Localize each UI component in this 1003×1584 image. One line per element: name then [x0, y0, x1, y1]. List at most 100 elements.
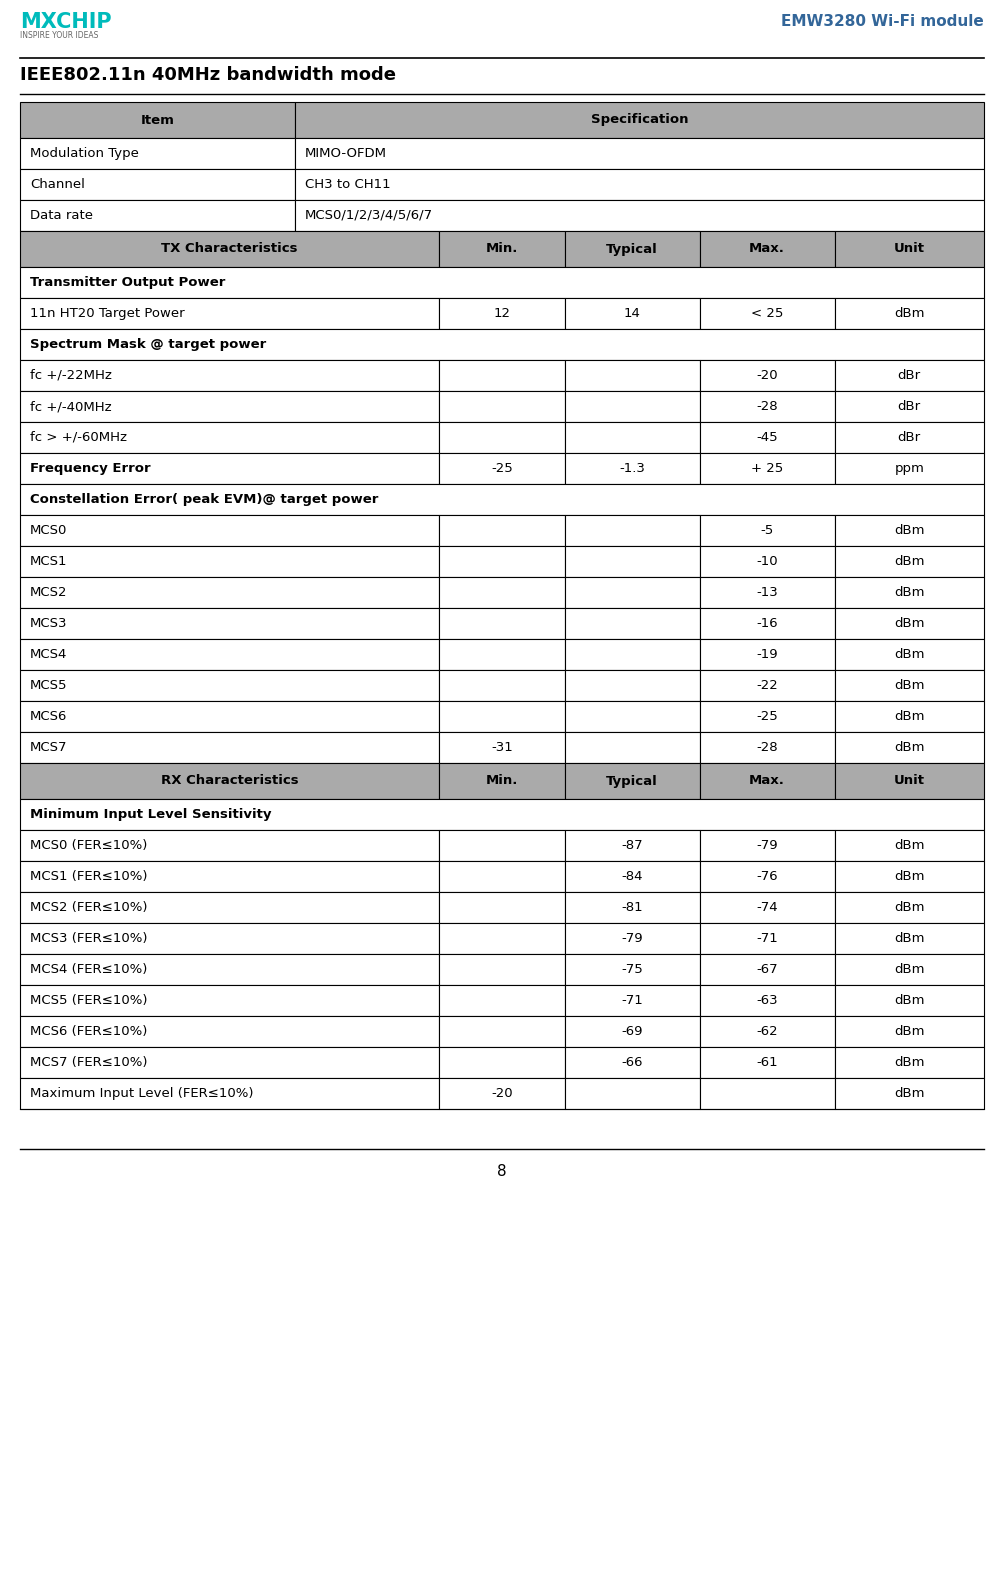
Text: -84: -84 [621, 870, 642, 882]
Text: -71: -71 [621, 995, 642, 1007]
Text: dBm: dBm [893, 840, 924, 852]
Text: MCS0 (FER≤10%): MCS0 (FER≤10%) [30, 840, 147, 852]
Text: dBm: dBm [893, 524, 924, 537]
Text: dBm: dBm [893, 1025, 924, 1038]
Text: 8: 8 [496, 1164, 507, 1178]
Text: MCS7: MCS7 [30, 741, 67, 754]
Bar [564, 421, 699, 453]
Bar [833, 298, 983, 329]
Text: < 25: < 25 [750, 307, 782, 320]
Text: Min.: Min. [485, 775, 518, 787]
Text: 12: 12 [493, 307, 510, 320]
Bar [295, 138, 983, 169]
Bar [564, 862, 699, 892]
Bar [699, 638, 833, 670]
Text: 14: 14 [623, 307, 640, 320]
Text: dBm: dBm [893, 648, 924, 661]
Bar [20, 892, 439, 923]
Text: dBm: dBm [893, 680, 924, 692]
Bar [20, 268, 983, 298]
Text: Typical: Typical [606, 775, 657, 787]
Bar [439, 231, 564, 268]
Bar [833, 1047, 983, 1079]
Bar [20, 298, 439, 329]
Bar [439, 298, 564, 329]
Bar [564, 892, 699, 923]
Text: Spectrum Mask @ target power: Spectrum Mask @ target power [30, 337, 266, 352]
Bar [439, 391, 564, 421]
Bar [699, 231, 833, 268]
Bar [439, 1079, 564, 1109]
Text: Min.: Min. [485, 242, 518, 255]
Text: EMW3280 Wi-Fi module: EMW3280 Wi-Fi module [780, 14, 983, 29]
Bar [20, 954, 439, 985]
Bar [699, 577, 833, 608]
Text: -71: -71 [755, 931, 777, 946]
Bar [439, 670, 564, 702]
Text: Item: Item [140, 114, 175, 127]
Bar [564, 923, 699, 954]
Text: dBm: dBm [893, 586, 924, 599]
Bar [564, 732, 699, 763]
Bar [699, 546, 833, 577]
Bar [564, 954, 699, 985]
Bar [833, 830, 983, 862]
Bar [20, 485, 983, 515]
Bar [833, 638, 983, 670]
Bar [699, 1015, 833, 1047]
Text: RX Characteristics: RX Characteristics [160, 775, 298, 787]
Bar [295, 169, 983, 200]
Text: TX Characteristics: TX Characteristics [161, 242, 298, 255]
Bar [564, 608, 699, 638]
Text: -69: -69 [621, 1025, 642, 1038]
Bar [564, 702, 699, 732]
Bar [833, 670, 983, 702]
Bar [699, 298, 833, 329]
Bar [295, 200, 983, 231]
Bar [699, 1047, 833, 1079]
Bar [699, 515, 833, 546]
Text: Max.: Max. [748, 775, 784, 787]
Text: -22: -22 [755, 680, 777, 692]
Bar [439, 985, 564, 1015]
Text: -5: -5 [759, 524, 773, 537]
Text: -20: -20 [755, 369, 777, 382]
Text: dBm: dBm [893, 307, 924, 320]
Bar [20, 546, 439, 577]
Bar [699, 670, 833, 702]
Bar [833, 421, 983, 453]
Bar [439, 515, 564, 546]
Text: dBr: dBr [897, 401, 920, 413]
Bar [564, 577, 699, 608]
Bar [20, 360, 439, 391]
Text: MCS0/1/2/3/4/5/6/7: MCS0/1/2/3/4/5/6/7 [305, 209, 432, 222]
Bar [20, 515, 439, 546]
Bar [833, 391, 983, 421]
Bar [699, 732, 833, 763]
Bar [699, 923, 833, 954]
Text: Transmitter Output Power: Transmitter Output Power [30, 276, 225, 288]
Bar [20, 862, 439, 892]
Bar [439, 862, 564, 892]
Text: dBr: dBr [897, 431, 920, 444]
Bar [564, 1047, 699, 1079]
Text: MCS5: MCS5 [30, 680, 67, 692]
Bar [20, 608, 439, 638]
Bar [564, 298, 699, 329]
Text: -61: -61 [755, 1057, 777, 1069]
Bar [20, 1047, 439, 1079]
Bar [833, 1015, 983, 1047]
Text: MCS7 (FER≤10%): MCS7 (FER≤10%) [30, 1057, 147, 1069]
Bar [699, 830, 833, 862]
Text: dBm: dBm [893, 710, 924, 722]
Text: dBm: dBm [893, 1057, 924, 1069]
Text: MCS6 (FER≤10%): MCS6 (FER≤10%) [30, 1025, 147, 1038]
Bar [564, 360, 699, 391]
Bar [564, 515, 699, 546]
Bar [833, 892, 983, 923]
Bar [439, 453, 564, 485]
Bar [439, 546, 564, 577]
Bar [564, 231, 699, 268]
Bar [20, 923, 439, 954]
Text: -63: -63 [755, 995, 777, 1007]
